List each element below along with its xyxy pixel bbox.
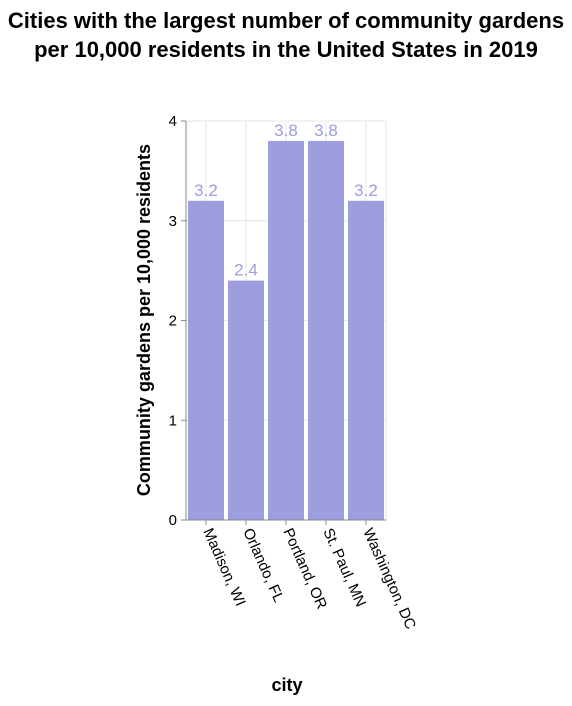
bar [308,140,344,520]
x-tick-label: Orlando, FL [239,526,287,605]
y-tick-label: 3 [169,213,177,230]
bar-value-label: 3.2 [354,181,378,200]
chart-title: Cities with the largest number of commun… [7,8,565,62]
bar-value-label: 3.8 [314,121,338,140]
bar-value-label: 3.2 [194,181,218,200]
bar [228,280,264,520]
bar [348,200,384,521]
y-axis-title: Community gardens per 10,000 residents [134,144,154,496]
y-tick-label: 2 [169,313,177,330]
bar-value-label: 3.8 [274,121,298,140]
x-tick-label: Washington, DC [359,526,419,632]
bar-value-label: 2.4 [234,261,258,280]
x-tick-label: Madison, WI [199,526,248,609]
y-tick-label: 1 [169,412,177,429]
y-tick-label: 0 [169,512,177,529]
x-axis-title: city [271,675,302,695]
bar [268,140,304,520]
bar [188,200,224,521]
y-tick-label: 4 [169,113,177,130]
data-labels: 3.2 2.4 3.8 3.8 3.2 [194,121,378,280]
y-axis-ticks: 0 1 2 3 4 [169,113,186,529]
bars [188,140,384,521]
